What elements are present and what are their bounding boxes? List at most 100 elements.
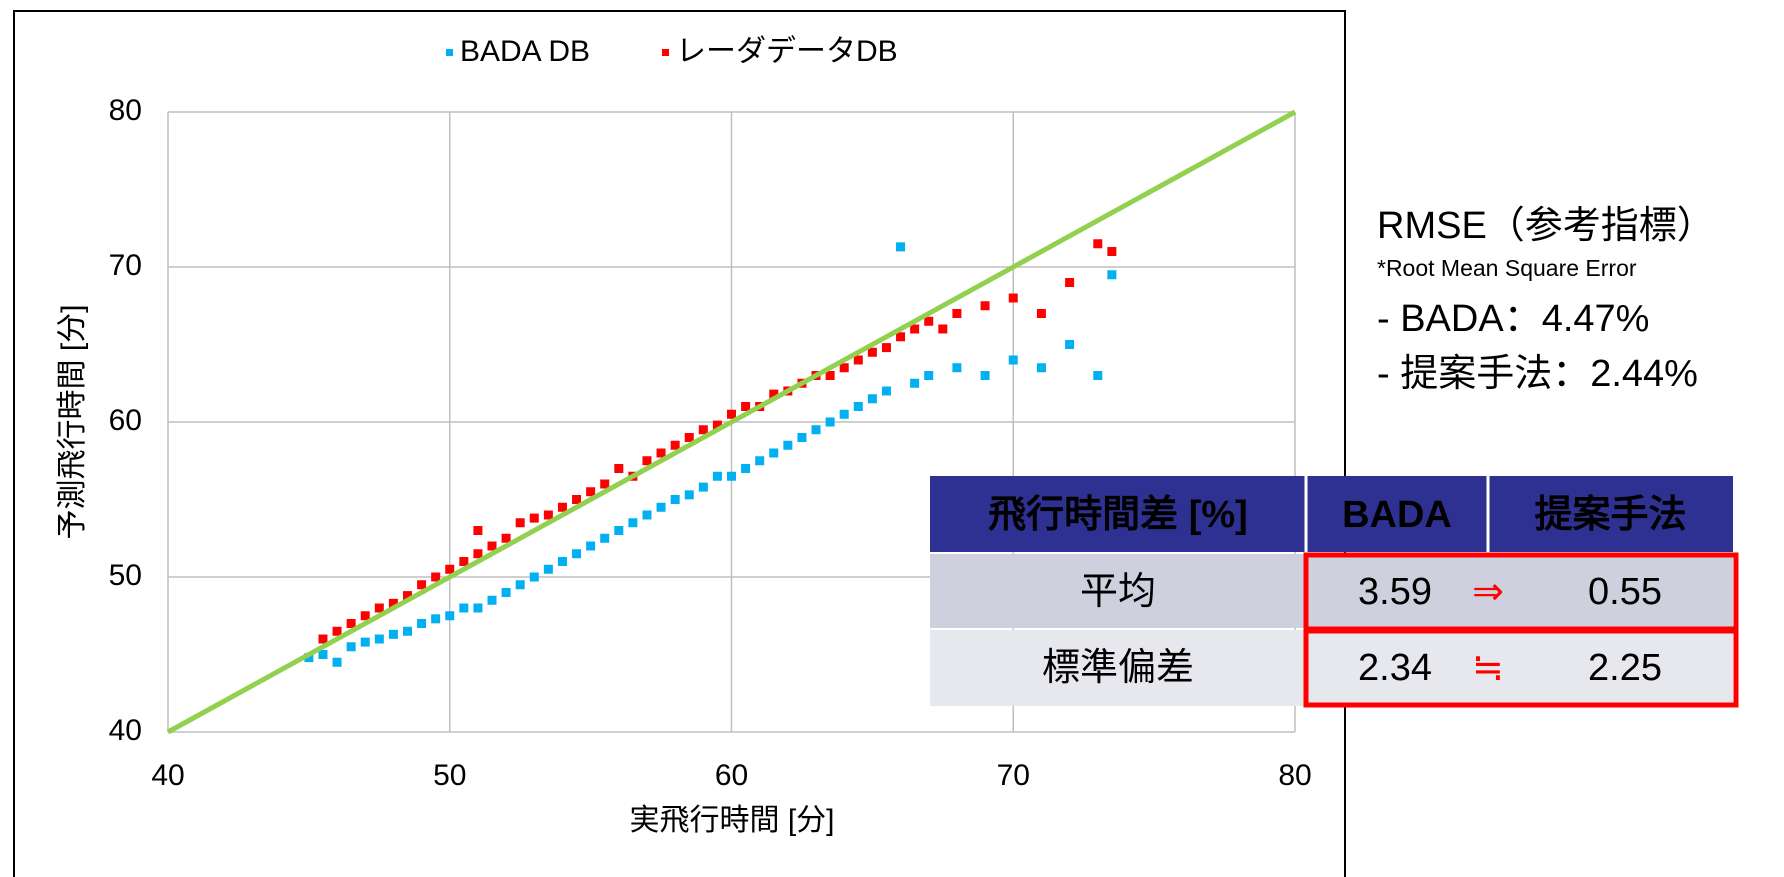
- x-axis-label: 実飛行時間 [分]: [629, 804, 834, 837]
- point: [445, 564, 455, 574]
- point: [1008, 293, 1018, 303]
- point: [670, 495, 680, 504]
- point: [952, 363, 962, 373]
- point: [473, 603, 483, 613]
- table-cell: 0.55: [1588, 571, 1662, 613]
- point: [839, 409, 849, 419]
- point: [727, 471, 736, 481]
- point: [600, 533, 610, 543]
- highlight-box: [1303, 628, 1739, 708]
- point: [1093, 239, 1103, 249]
- point: [318, 634, 328, 644]
- point: [769, 448, 779, 458]
- table-symbol: ≒: [1472, 647, 1504, 689]
- y-tick-label: 40: [109, 714, 142, 747]
- point: [586, 487, 596, 497]
- point: [543, 564, 553, 574]
- point: [388, 598, 398, 608]
- point: [684, 490, 694, 500]
- point: [501, 588, 511, 597]
- point: [332, 657, 342, 667]
- point: [487, 541, 497, 551]
- x-tick-label: 60: [715, 759, 748, 792]
- point: [881, 386, 891, 396]
- x-tick-label: 50: [433, 759, 466, 792]
- table-row-label: 標準偏差: [1042, 647, 1194, 689]
- point: [1008, 355, 1018, 365]
- point: [783, 440, 793, 450]
- point: [614, 526, 624, 535]
- point: [839, 363, 849, 373]
- table-cell: 3.59: [1358, 571, 1432, 613]
- point: [727, 409, 736, 419]
- point: [586, 541, 596, 551]
- point: [304, 653, 314, 663]
- point: [811, 425, 821, 435]
- point: [656, 448, 666, 458]
- rmse-item: - 提案手法：2.44%: [1377, 353, 1698, 395]
- x-tick-label: 80: [1278, 759, 1311, 792]
- point: [980, 371, 990, 380]
- y-tick-label: 50: [109, 559, 142, 592]
- point: [938, 324, 948, 334]
- x-tick-label: 40: [151, 759, 184, 792]
- point: [910, 378, 920, 388]
- point: [529, 513, 539, 523]
- point: [529, 572, 539, 582]
- point: [388, 629, 398, 639]
- table-row-bg: [930, 554, 1733, 628]
- point: [459, 557, 469, 566]
- point: [755, 456, 765, 466]
- table-header: 飛行時間差 [%]: [988, 494, 1248, 536]
- point: [1065, 278, 1075, 287]
- table-header: 提案手法: [1534, 494, 1686, 536]
- table-cell: 2.34: [1358, 647, 1432, 689]
- y-tick-label: 70: [109, 249, 142, 282]
- point: [374, 634, 384, 644]
- table-symbol: ⇒: [1472, 571, 1504, 613]
- rmse-title: RMSE（参考指標）: [1377, 205, 1715, 247]
- point: [712, 420, 722, 430]
- table-row-label: 平均: [1080, 571, 1156, 613]
- point: [741, 402, 751, 411]
- point: [867, 394, 877, 404]
- point: [1036, 309, 1046, 318]
- point: [825, 417, 835, 427]
- table-header: BADA: [1342, 494, 1452, 536]
- point: [431, 572, 441, 582]
- point: [712, 471, 722, 481]
- point: [642, 510, 652, 520]
- point: [924, 316, 934, 326]
- legend-swatch: [446, 49, 453, 56]
- point: [825, 371, 835, 380]
- point: [402, 591, 412, 601]
- point: [1107, 270, 1117, 280]
- point: [487, 595, 497, 605]
- point: [684, 433, 694, 442]
- point: [924, 371, 934, 380]
- point: [431, 614, 441, 624]
- point: [952, 309, 962, 318]
- legend-swatch: [662, 49, 669, 56]
- y-tick-label: 60: [109, 404, 142, 437]
- point: [600, 479, 610, 489]
- point: [1036, 363, 1046, 373]
- point: [572, 495, 582, 504]
- point: [557, 502, 567, 512]
- point: [628, 518, 638, 528]
- legend-label: BADA DB: [460, 35, 590, 68]
- point: [473, 526, 483, 535]
- point: [698, 425, 708, 435]
- point: [1093, 371, 1103, 380]
- point: [346, 642, 356, 652]
- point: [332, 626, 342, 636]
- point: [642, 456, 652, 466]
- point: [557, 557, 567, 566]
- rmse-item: - BADA：4.47%: [1377, 298, 1649, 340]
- point: [741, 464, 751, 473]
- rmse-note: *Root Mean Square Error: [1377, 255, 1637, 281]
- point: [896, 332, 906, 342]
- point: [360, 611, 370, 621]
